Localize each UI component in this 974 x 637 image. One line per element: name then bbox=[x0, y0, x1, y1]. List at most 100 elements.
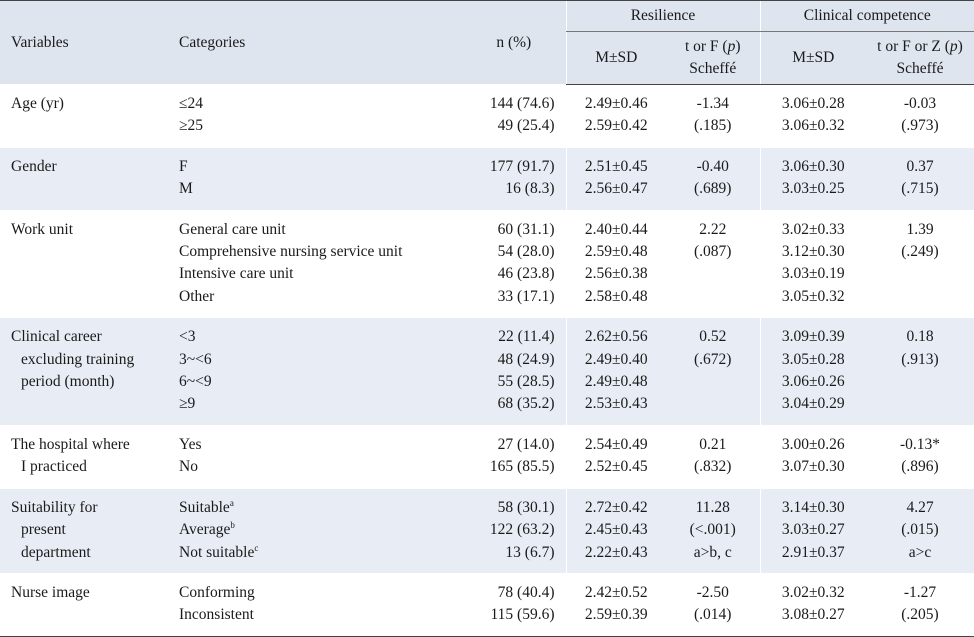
variable-cell-line: I practiced bbox=[21, 458, 87, 476]
resilience-stat-cell: 11.28 (<.001) a>b, c bbox=[666, 487, 760, 574]
competence-stat-cell-line: 0.18 bbox=[906, 328, 934, 346]
resilience-stat-cell-line: (<.001) bbox=[689, 521, 736, 539]
resilience-stat-cell-line: 11.28 bbox=[695, 498, 730, 516]
competence-stat-cell-line: (.973) bbox=[901, 117, 939, 135]
n-percent-cell-line: 33 (17.1) bbox=[497, 287, 555, 305]
variable-cell: Suitability for present department bbox=[0, 487, 168, 574]
resilience-msd-cell-line: 2.59±0.42 bbox=[584, 117, 648, 135]
resilience-msd-cell-line: 2.59±0.39 bbox=[584, 606, 648, 624]
n-percent-cell-line: 58 (30.1) bbox=[497, 498, 555, 516]
variable-cell-line: period (month) bbox=[21, 373, 115, 391]
competence-msd-cell: 3.02±0.33 3.12±0.30 3.03±0.19 3.05±0.32 bbox=[759, 209, 866, 318]
competence-msd-cell-line: 3.02±0.33 bbox=[781, 220, 845, 238]
competence-stat-cell-line: 4.27 bbox=[906, 498, 934, 516]
category-cell-line: F bbox=[179, 157, 188, 175]
resilience-msd-cell: 2.40±0.44 2.59±0.48 2.56±0.38 2.58±0.48 bbox=[565, 209, 666, 318]
n-percent-cell: 22 (11.4) 48 (24.9) 55 (28.5) 68 (35.2) bbox=[462, 317, 566, 426]
variable-cell-line: Suitability for bbox=[11, 498, 98, 516]
resilience-msd-cell-line: 2.22±0.43 bbox=[584, 543, 648, 561]
competence-stat-cell-line: (.896) bbox=[901, 458, 939, 476]
competence-msd-cell-line: 3.07±0.30 bbox=[781, 458, 845, 476]
variable-cell-line: The hospital where bbox=[11, 435, 130, 453]
category-cell-line: Conforming bbox=[179, 583, 255, 601]
competence-stat-cell: -0.13* (.896) bbox=[866, 424, 974, 489]
resilience-stat-cell-line: (.832) bbox=[694, 458, 732, 476]
header-cc-msd: M±SD bbox=[759, 31, 866, 85]
competence-stat-cell-line: -1.27 bbox=[903, 583, 937, 601]
resilience-msd-cell-line: 2.42±0.52 bbox=[584, 583, 648, 601]
competence-stat-cell-line: a>c bbox=[908, 543, 932, 561]
resilience-msd-cell-line: 2.53±0.43 bbox=[584, 395, 648, 413]
resilience-msd-cell-line: 2.56±0.47 bbox=[584, 180, 648, 198]
category-cell-line: General care unit bbox=[179, 220, 286, 238]
footnote-mark: b bbox=[230, 519, 235, 530]
competence-msd-cell-line: 3.03±0.27 bbox=[781, 521, 845, 539]
competence-stat-cell-line: (.715) bbox=[901, 180, 939, 198]
variable-cell-line: Age (yr) bbox=[11, 95, 64, 112]
variable-cell-line: Clinical career bbox=[11, 328, 102, 346]
resilience-stat-cell-line: 0.21 bbox=[699, 435, 727, 453]
category-cell: Conforming Inconsistent bbox=[168, 572, 462, 637]
table-row: Work unit General care unit Comprehensive … bbox=[0, 209, 974, 318]
n-percent-cell-line: 115 (59.6) bbox=[490, 606, 555, 624]
resilience-stat-cell: 0.52 (.672) bbox=[666, 317, 760, 426]
competence-stat-cell-line: (.913) bbox=[901, 350, 939, 368]
competence-msd-cell-line: 3.03±0.19 bbox=[781, 265, 845, 283]
resilience-stat-cell-line: -2.50 bbox=[696, 583, 729, 601]
resilience-msd-cell-line: 2.54±0.49 bbox=[584, 435, 648, 453]
competence-msd-cell-line: 3.06±0.26 bbox=[781, 373, 845, 391]
table-row: Suitability for present department Suitable… bbox=[0, 487, 974, 574]
competence-stat-cell: 1.39 (.249) bbox=[866, 209, 974, 318]
competence-stat-cell-line: (.249) bbox=[901, 243, 939, 261]
n-percent-cell-line: 48 (24.9) bbox=[497, 350, 555, 368]
n-percent-cell: 78 (40.4) 115 (59.6) bbox=[462, 572, 566, 637]
category-cell: Suitablea Averageb Not suitablec bbox=[168, 487, 462, 574]
resilience-msd-cell-line: 2.45±0.43 bbox=[584, 521, 648, 539]
category-cell: Yes No bbox=[168, 424, 462, 489]
resilience-msd-cell-line: 2.51±0.45 bbox=[584, 157, 648, 175]
n-percent-cell-line: 78 (40.4) bbox=[497, 583, 555, 601]
competence-stat-cell-line: -0.13* bbox=[899, 435, 941, 453]
competence-msd-cell-line: 3.03±0.25 bbox=[781, 180, 845, 198]
resilience-stat-cell: -2.50 (.014) bbox=[666, 572, 760, 637]
resilience-stat-cell-line: (.185) bbox=[694, 117, 732, 135]
resilience-msd-cell-line: 2.49±0.48 bbox=[584, 373, 648, 391]
header-variables: Variables bbox=[0, 0, 168, 85]
category-cell-line: Yes bbox=[179, 435, 202, 453]
category-cell-line: Comprehensive nursing service unit bbox=[179, 243, 403, 261]
resilience-msd-cell-line: 2.40±0.44 bbox=[584, 220, 648, 238]
competence-stat-cell-line: 1.39 bbox=[906, 220, 934, 238]
category-cell-line: Averageb bbox=[179, 519, 235, 539]
footnote-mark: c bbox=[254, 542, 259, 553]
category-cell: ≤24 ≥25 bbox=[168, 84, 462, 148]
n-percent-cell-line: 22 (11.4) bbox=[498, 328, 555, 346]
competence-msd-cell: 3.02±0.32 3.08±0.27 bbox=[759, 572, 866, 637]
category-cell-line: ≥25 bbox=[179, 117, 204, 135]
footnote-mark: a bbox=[229, 497, 234, 508]
resilience-stat-cell-line: -0.40 bbox=[696, 157, 729, 175]
n-percent-cell-line: 68 (35.2) bbox=[497, 395, 555, 413]
resilience-msd-cell-line: 2.49±0.40 bbox=[584, 350, 648, 368]
competence-msd-cell: 3.06±0.28 3.06±0.32 bbox=[759, 84, 866, 148]
resilience-stat-cell: 0.21 (.832) bbox=[666, 424, 760, 489]
category-cell-line: M bbox=[179, 180, 193, 198]
variable-cell: Work unit bbox=[0, 209, 168, 318]
header-clinical-competence: Clinical competence bbox=[759, 0, 974, 32]
variable-cell-line: present bbox=[21, 521, 66, 539]
header-cc-stat: t or F or Z (p) Scheffé bbox=[866, 31, 974, 85]
n-percent-cell-line: 122 (63.2) bbox=[489, 521, 555, 539]
n-percent-cell: 27 (14.0) 165 (85.5) bbox=[462, 424, 566, 489]
resilience-stat-cell-line: (.672) bbox=[694, 350, 732, 368]
category-cell-line: Intensive care unit bbox=[179, 265, 294, 283]
table-row: Gender F M 177 (91.7) 16 (8.3) 2.51±0.45 2.56±… bbox=[0, 146, 974, 211]
n-percent-cell-line: 177 (91.7) bbox=[489, 157, 555, 175]
variable-cell: Age (yr) bbox=[0, 84, 168, 148]
resilience-stat-cell-line: a>b, c bbox=[693, 543, 732, 561]
competence-msd-cell: 3.00±0.26 3.07±0.30 bbox=[759, 424, 866, 489]
competence-msd-cell-line: 2.91±0.37 bbox=[781, 543, 845, 561]
n-percent-cell-line: 144 (74.6) bbox=[489, 95, 555, 112]
n-percent-cell-line: 16 (8.3) bbox=[505, 180, 555, 198]
resilience-msd-cell-line: 2.49±0.46 bbox=[584, 95, 648, 112]
resilience-msd-cell: 2.49±0.46 2.59±0.42 bbox=[565, 84, 666, 148]
